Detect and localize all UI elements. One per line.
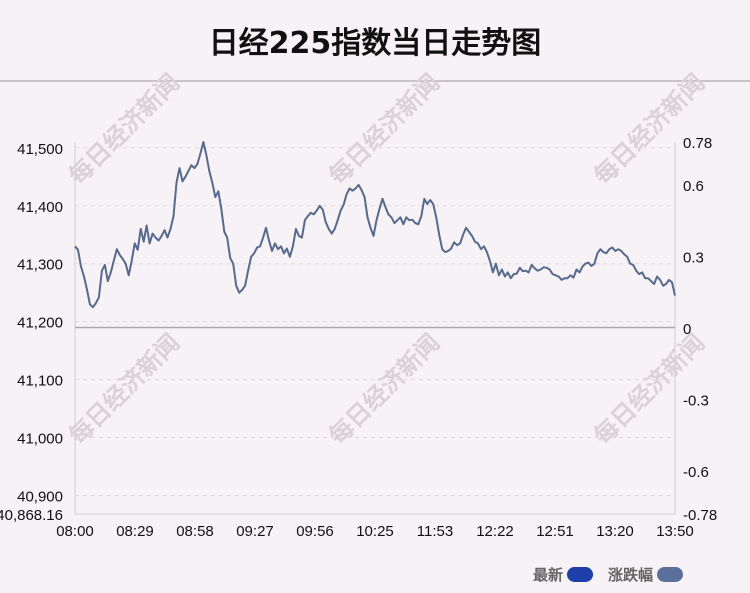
y-right-tick-label: 0: [683, 321, 691, 338]
x-tick-label: 09:27: [236, 523, 274, 540]
y-left-tick-label: 41,200: [17, 315, 63, 332]
y-right-tick-label: 0.3: [683, 249, 704, 266]
x-tick-label: 10:25: [356, 523, 394, 540]
y-right-tick-label: 0.6: [683, 178, 704, 195]
y-right-tick-label: -0.78: [683, 507, 717, 524]
price-series-line: [74, 141, 676, 309]
legend-swatch-change: [657, 567, 684, 582]
x-tick-label: 08:58: [176, 523, 214, 540]
y-left-tick-label: 41,400: [17, 199, 63, 216]
legend-label-change: 涨跌幅: [608, 566, 654, 584]
legend-swatch-latest: [567, 567, 594, 582]
title-divider: [0, 80, 750, 82]
y-left-tick-label: 41,300: [17, 257, 63, 274]
x-tick-label: 11:53: [417, 523, 453, 540]
watermark: 每日经济新闻: [63, 68, 185, 190]
legend-item-change: 涨跌幅: [608, 564, 684, 585]
y-right-tick-label: -0.6: [683, 464, 709, 481]
y-left-tick-label: 40,868.16: [0, 507, 63, 524]
watermark: 每日经济新闻: [588, 68, 710, 190]
x-tick-label: 13:20: [596, 523, 634, 540]
y-right-tick-label: 0.78: [683, 135, 712, 152]
x-tick-label: 12:22: [476, 523, 514, 540]
legend-item-latest: 最新: [533, 564, 594, 585]
y-left-tick-label: 40,900: [17, 489, 63, 506]
watermark: 每日经济新闻: [63, 328, 185, 450]
chart-title: 日经225指数当日走势图: [208, 26, 542, 61]
x-tick-label: 09:56: [296, 523, 334, 540]
y-right-tick-label: -0.3: [683, 393, 709, 410]
x-tick-label: 08:29: [116, 523, 154, 540]
y-left-tick-label: 41,500: [17, 141, 63, 158]
y-left-tick-label: 41,000: [17, 431, 63, 448]
watermark: 每日经济新闻: [323, 68, 445, 190]
legend-label-latest: 最新: [533, 566, 564, 584]
watermark: 每日经济新闻: [588, 328, 710, 450]
y-left-tick-label: 41,100: [17, 373, 63, 390]
watermark: 每日经济新闻: [323, 328, 445, 450]
x-tick-label: 12:51: [536, 523, 574, 540]
x-tick-label: 08:00: [56, 523, 94, 540]
x-tick-label: 13:50: [656, 523, 694, 540]
